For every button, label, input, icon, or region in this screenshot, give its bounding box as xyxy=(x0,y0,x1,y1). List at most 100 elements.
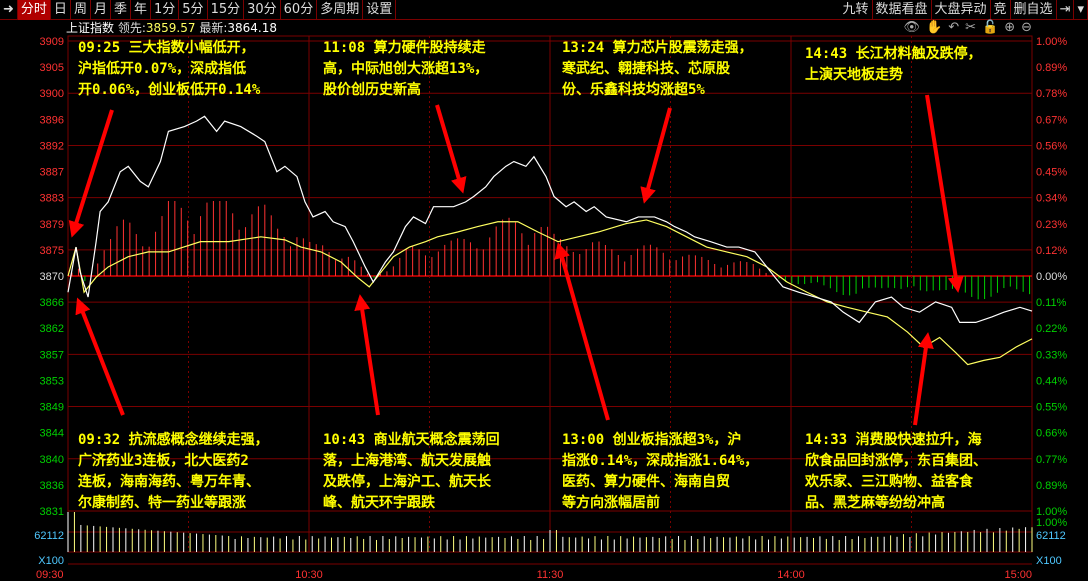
tab-8[interactable]: 15分 xyxy=(208,0,245,20)
time-tick-label: 10:30 xyxy=(295,569,323,581)
pct-tick-label: 0.77% xyxy=(1036,454,1067,466)
pct-tick-label: 0.55% xyxy=(1036,402,1067,414)
y-tick-label: 3879 xyxy=(40,219,64,231)
info-bar: 上证指数 领先:3859.57 最新:3864.18 xyxy=(66,20,277,37)
pct-tick-label: 0.23% xyxy=(1036,219,1067,231)
annotation-bottom-2: 13:00 创业板指涨超3%，沪 指涨0.14%，深成指涨1.64%， 医药、算… xyxy=(562,432,759,511)
right-tab-1[interactable]: 数据看盘 xyxy=(873,0,932,20)
y-tick-label: 3844 xyxy=(40,428,64,440)
y-tick-label: 3866 xyxy=(40,297,64,309)
pct-tick-label: 0.78% xyxy=(1036,88,1067,100)
y-tick-label: 3849 xyxy=(40,402,64,414)
lock-icon[interactable]: 🔓 xyxy=(982,20,999,35)
volume-label-left: 62112 xyxy=(34,530,64,542)
time-tick-label: 09:30 xyxy=(36,569,64,581)
annotation-bottom-1: 10:43 商业航天概念震荡回 落，上海港湾、航天发展触 及跌停，上海沪工、航天… xyxy=(323,432,500,511)
y-tick-label: 3905 xyxy=(40,62,64,74)
pct-tick-label: 1.00% xyxy=(1036,506,1067,518)
tab-7[interactable]: 5分 xyxy=(179,0,208,20)
last-value: 3864.18 xyxy=(227,21,278,35)
lead-value: 3859.57 xyxy=(145,21,196,35)
period-toolbar: ➜ 分时日周月季年 1分 5分 15分 30分 60分 多周期 设置 xyxy=(0,0,1088,20)
annotation-top-1: 11:08 算力硬件股持续走 高，中际旭创大涨超13%， 股价创历史新高 xyxy=(323,40,489,98)
zoom-in-icon[interactable]: ⊕ xyxy=(1004,20,1016,35)
tab-10[interactable]: 60分 xyxy=(281,0,318,20)
collapse-icon[interactable]: ⇥ xyxy=(1057,0,1075,20)
tab-4[interactable]: 季 xyxy=(111,0,131,20)
y-tick-label: 3862 xyxy=(40,323,64,335)
y-tick-label: 3836 xyxy=(40,480,64,492)
y-tick-label: 3896 xyxy=(40,114,64,126)
time-tick-label: 15:00 xyxy=(1004,569,1032,581)
lead-label: 领先: xyxy=(117,21,146,35)
annotation-top-2: 13:24 算力芯片股震荡走强， 寒武纪、翱捷科技、芯原股 份、乐鑫科技均涨超5… xyxy=(562,40,753,98)
pct-tick-label: 0.12% xyxy=(1036,245,1067,257)
y-tick-label: 3831 xyxy=(40,506,64,518)
price-line xyxy=(67,115,1033,324)
y-tick-label: 3857 xyxy=(40,349,64,361)
pct-tick-label: 0.89% xyxy=(1036,62,1067,74)
right-tab-3[interactable]: 竞 xyxy=(991,0,1011,20)
y-tick-label: 3887 xyxy=(40,167,64,179)
scissors-icon[interactable]: ✂ xyxy=(965,20,976,35)
annotation-arrow xyxy=(435,104,467,194)
y-tick-label: 3875 xyxy=(40,245,64,257)
index-name: 上证指数 xyxy=(66,21,115,35)
last-label: 最新: xyxy=(199,21,228,35)
eye-icon[interactable]: 👁 xyxy=(903,20,920,35)
pct-tick-label: 0.34% xyxy=(1036,193,1067,205)
time-tick-label: 14:00 xyxy=(777,569,805,581)
pct-tick-label: 0.00% xyxy=(1036,271,1067,283)
right-tab-2[interactable]: 大盘异动 xyxy=(932,0,991,20)
right-tab-0[interactable]: 九转 xyxy=(839,0,873,20)
toolbar-right: 九转 数据看盘 大盘异动竞删自选 ⇥ ▾ xyxy=(839,0,1088,20)
annotation-arrow xyxy=(68,109,114,238)
menu-arrow-icon[interactable]: ➜ xyxy=(0,0,18,20)
annotation-arrow xyxy=(640,107,672,204)
tab-3[interactable]: 月 xyxy=(91,0,111,20)
y-tick-label: 3870 xyxy=(40,271,64,283)
y-tick-label: 3853 xyxy=(40,375,64,387)
lead-line xyxy=(67,219,1033,366)
right-tab-4[interactable]: 删自选 xyxy=(1011,0,1057,20)
pct-tick-label: 0.89% xyxy=(1036,480,1067,492)
pct-tick-label: 0.56% xyxy=(1036,140,1067,152)
annotation-top-0: 09:25 三大指数小幅低开， 沪指低开0.07%，深成指低 开0.06%，创业… xyxy=(78,40,261,98)
tab-6[interactable]: 1分 xyxy=(151,0,180,20)
annotation-bottom-0: 09:32 抗流感概念继续走强， 广济药业3连板，北大医药2 连板，海南海药、粤… xyxy=(78,432,269,511)
y-tick-label: 3883 xyxy=(40,193,64,205)
annotation-arrow xyxy=(925,94,964,293)
tab-1[interactable]: 日 xyxy=(51,0,71,20)
hand-icon[interactable]: ✋ xyxy=(926,20,943,35)
tab-2[interactable]: 周 xyxy=(71,0,91,20)
y-tick-label: 3900 xyxy=(40,88,64,100)
pct-tick-label: 0.45% xyxy=(1036,167,1067,179)
tab-0[interactable]: 分时 xyxy=(17,0,51,20)
tab-11[interactable]: 多周期 xyxy=(317,0,364,20)
pct-tick-label: 0.22% xyxy=(1036,323,1067,335)
tab-5[interactable]: 年 xyxy=(131,0,151,20)
annotation-arrow xyxy=(554,242,610,421)
zoom-out-icon[interactable]: ⊖ xyxy=(1021,20,1032,35)
pct-tick-label: 0.11% xyxy=(1036,297,1067,309)
chart-tools: 👁 ✋ ↶ ✂ 🔓 ⊕ ⊖ xyxy=(903,20,1032,35)
volume-label-right: 62112 xyxy=(1036,530,1066,542)
volume-label-left: X100 xyxy=(38,555,64,567)
volume-label-right: X100 xyxy=(1036,555,1062,567)
time-tick-label: 11:30 xyxy=(537,569,564,581)
undo-icon[interactable]: ↶ xyxy=(948,20,960,35)
pct-tick-label: 1.00% xyxy=(1036,36,1067,48)
annotation-arrow xyxy=(913,332,934,426)
y-tick-label: 3892 xyxy=(40,140,64,152)
pct-tick-label: 0.44% xyxy=(1036,375,1067,387)
pct-tick-label: 0.33% xyxy=(1036,349,1067,361)
tab-12[interactable]: 设置 xyxy=(363,0,397,20)
volume-label-top: 1.00% xyxy=(1036,517,1067,529)
annotation-bottom-3: 14:33 消费股快速拉升，海 欣食品回封涨停，东百集团、 欢乐家、三江购物、益… xyxy=(805,432,987,511)
tab-9[interactable]: 30分 xyxy=(244,0,281,20)
y-tick-label: 3909 xyxy=(40,36,64,48)
annotation-top-3: 14:43 长江材料触及跌停， 上演天地板走势 xyxy=(805,46,982,83)
annotation-arrow xyxy=(75,297,125,416)
pct-tick-label: 0.66% xyxy=(1036,428,1067,440)
